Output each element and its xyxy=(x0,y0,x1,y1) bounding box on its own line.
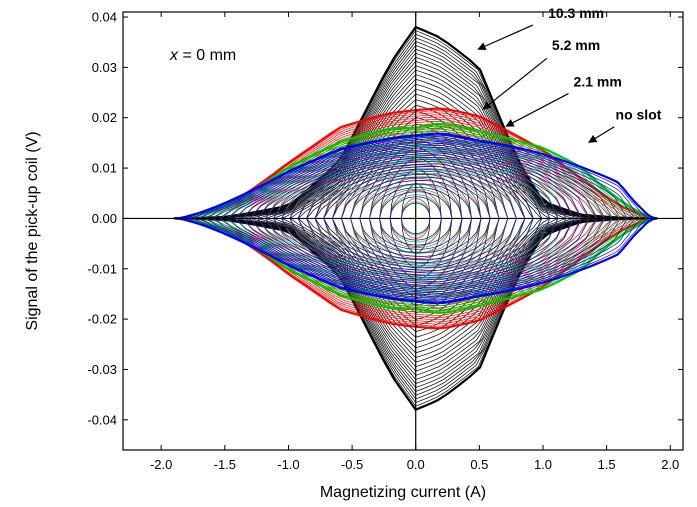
series-loop xyxy=(173,132,658,305)
annotation-variable: x xyxy=(169,47,179,64)
x-axis-ticks: -2.0 -1.5 -1.0 -0.5 0.0 0.5 1.0 1.5 2.0 xyxy=(150,12,679,472)
series-loop xyxy=(181,110,651,327)
y-tick-label: -0.04 xyxy=(87,412,117,427)
x-tick-label: 0.5 xyxy=(470,457,488,472)
series-loop xyxy=(218,48,613,389)
series-loop xyxy=(181,134,652,303)
y-tick-label: 0.02 xyxy=(92,110,117,125)
plot-frame xyxy=(122,11,684,451)
x-tick-label: 1.0 xyxy=(534,457,552,472)
callout-arrow xyxy=(477,24,534,51)
callout-label: 2.1 mm xyxy=(574,74,622,90)
x-tick-label: -2.0 xyxy=(150,457,172,472)
callout-arrow xyxy=(482,57,548,110)
x-tick-label: -1.5 xyxy=(214,457,236,472)
callout-group: 10.3 mm 5.2 mm 2.1 mm no slot xyxy=(477,5,662,143)
callout-label: 10.3 mm xyxy=(548,5,604,21)
series-loop xyxy=(173,122,658,315)
annotation-value: = 0 mm xyxy=(178,47,236,64)
y-tick-label: 0.00 xyxy=(92,211,117,226)
series-loop xyxy=(226,52,606,385)
y-tick-label: 0.04 xyxy=(92,10,117,25)
y-tick-label: -0.01 xyxy=(87,261,117,276)
y-tick-label: 0.03 xyxy=(92,60,117,75)
y-tick-label: -0.02 xyxy=(87,312,117,327)
x-tick-label: -1.0 xyxy=(277,457,299,472)
callout-arrow xyxy=(505,93,569,127)
y-axis-ticks: -0.04 -0.03 -0.02 -0.01 0.00 0.01 0.02 0.03 0.04 xyxy=(87,10,683,427)
x-axis-title: Magnetizing current (A) xyxy=(320,484,486,501)
x-tick-label: 1.5 xyxy=(598,457,616,472)
series-loop xyxy=(173,25,658,412)
x-tick-label: 0.0 xyxy=(407,457,425,472)
series-loop xyxy=(188,127,644,310)
callout-label: 5.2 mm xyxy=(552,37,600,53)
y-tick-label: 0.01 xyxy=(92,161,117,176)
callout-label: no slot xyxy=(616,107,662,123)
x-tick-label: -0.5 xyxy=(341,457,363,472)
series-loop xyxy=(203,41,628,396)
x-tick-label: 2.0 xyxy=(661,457,679,472)
series-loop xyxy=(181,125,651,312)
annotation-text: x = 0 mm xyxy=(169,47,236,64)
y-axis-title: Signal of the pick-up coil (V) xyxy=(24,131,41,330)
series-loop xyxy=(188,112,643,325)
series-loop xyxy=(196,37,636,400)
y-tick-label: -0.03 xyxy=(87,362,117,377)
callout-arrow xyxy=(588,126,615,143)
